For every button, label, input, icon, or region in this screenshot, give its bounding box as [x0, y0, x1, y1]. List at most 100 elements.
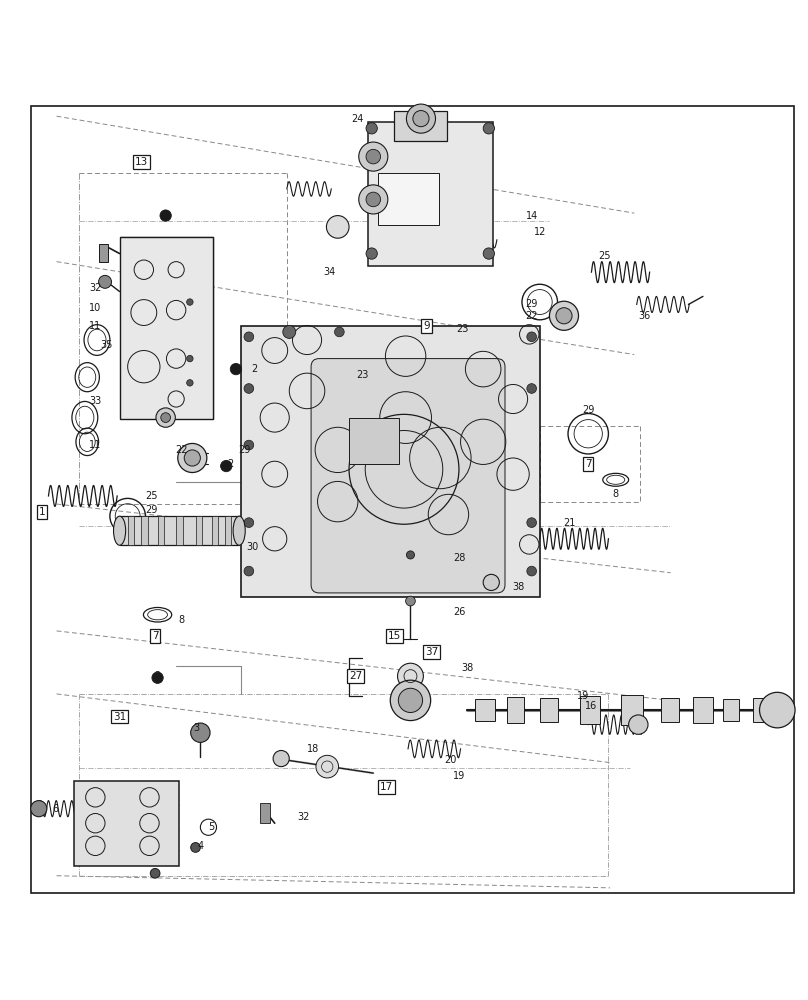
Text: 38: 38: [461, 663, 473, 673]
Bar: [349, 418, 399, 464]
Bar: [158, 516, 164, 545]
Circle shape: [221, 460, 232, 472]
Circle shape: [406, 596, 415, 606]
Circle shape: [483, 574, 499, 590]
Text: 9: 9: [423, 321, 430, 331]
Circle shape: [556, 308, 572, 324]
Text: 21: 21: [563, 518, 576, 528]
Circle shape: [160, 210, 171, 221]
Text: 20: 20: [444, 755, 457, 765]
Text: 38: 38: [512, 582, 525, 592]
Text: 29: 29: [582, 405, 595, 415]
Text: 23: 23: [356, 370, 368, 380]
Text: 32: 32: [297, 812, 309, 822]
Circle shape: [406, 104, 436, 133]
Text: 33: 33: [89, 396, 102, 406]
Bar: [176, 516, 183, 545]
Text: 19: 19: [577, 691, 590, 701]
Bar: [74, 781, 179, 866]
Bar: [99, 244, 108, 262]
Circle shape: [366, 248, 377, 259]
Circle shape: [549, 301, 579, 330]
Circle shape: [760, 692, 795, 728]
Text: 1: 1: [39, 507, 45, 517]
Text: 10: 10: [89, 303, 102, 313]
Text: 18: 18: [307, 744, 320, 754]
Text: 17: 17: [380, 782, 393, 792]
Circle shape: [398, 663, 423, 689]
Bar: [260, 803, 270, 823]
Text: 4: 4: [197, 841, 204, 851]
Text: 30: 30: [246, 542, 259, 552]
Text: 12: 12: [533, 227, 546, 237]
Text: 2: 2: [154, 671, 161, 681]
Circle shape: [178, 443, 207, 473]
Circle shape: [406, 551, 415, 559]
Circle shape: [244, 518, 254, 527]
Ellipse shape: [113, 516, 126, 545]
Text: 35: 35: [100, 340, 113, 350]
Circle shape: [244, 332, 254, 342]
Circle shape: [326, 216, 349, 238]
Circle shape: [335, 327, 344, 337]
Circle shape: [366, 123, 377, 134]
Circle shape: [483, 123, 494, 134]
Text: 26: 26: [452, 607, 465, 617]
FancyBboxPatch shape: [311, 359, 505, 593]
Circle shape: [359, 142, 388, 171]
Bar: [475, 699, 495, 721]
Bar: [128, 516, 134, 545]
Text: 11: 11: [89, 321, 102, 331]
Text: 19: 19: [452, 771, 465, 781]
Circle shape: [191, 843, 200, 852]
Circle shape: [187, 299, 193, 305]
Circle shape: [244, 566, 254, 576]
Bar: [368, 122, 493, 266]
Text: 8: 8: [612, 489, 619, 499]
Bar: [378, 173, 439, 225]
Text: 29: 29: [525, 299, 538, 309]
Text: 16: 16: [585, 701, 598, 711]
Circle shape: [187, 355, 193, 362]
Text: 29: 29: [238, 445, 250, 455]
Circle shape: [629, 715, 648, 734]
Text: 37: 37: [425, 647, 438, 657]
Bar: [225, 516, 231, 545]
Circle shape: [483, 248, 494, 259]
Text: 14: 14: [525, 211, 538, 221]
Text: 7: 7: [585, 459, 591, 469]
Bar: [120, 237, 213, 419]
Text: 7: 7: [152, 631, 158, 641]
Bar: [141, 516, 148, 545]
Bar: [394, 111, 447, 141]
Text: 23: 23: [456, 324, 469, 334]
Circle shape: [366, 192, 381, 207]
Circle shape: [413, 111, 429, 127]
Bar: [196, 516, 202, 545]
Circle shape: [359, 185, 388, 214]
Circle shape: [390, 680, 431, 721]
Text: 29: 29: [145, 505, 158, 515]
Circle shape: [150, 868, 160, 878]
Text: 25: 25: [598, 251, 611, 261]
Circle shape: [156, 408, 175, 427]
Bar: [693, 697, 713, 723]
Text: 2: 2: [227, 459, 234, 469]
Bar: [753, 698, 773, 722]
Text: 2: 2: [251, 364, 258, 374]
Circle shape: [161, 413, 170, 422]
Text: 31: 31: [113, 712, 126, 722]
Bar: [580, 696, 600, 724]
Bar: [661, 698, 679, 722]
Text: 13: 13: [135, 157, 148, 167]
Circle shape: [244, 384, 254, 393]
Bar: [621, 695, 643, 725]
Circle shape: [31, 801, 47, 817]
Text: 8: 8: [179, 615, 185, 625]
Text: 22: 22: [525, 311, 538, 321]
Text: 25: 25: [145, 491, 158, 501]
Text: 5: 5: [208, 822, 215, 832]
Text: 2: 2: [162, 210, 169, 220]
Circle shape: [230, 363, 242, 375]
Circle shape: [366, 149, 381, 164]
